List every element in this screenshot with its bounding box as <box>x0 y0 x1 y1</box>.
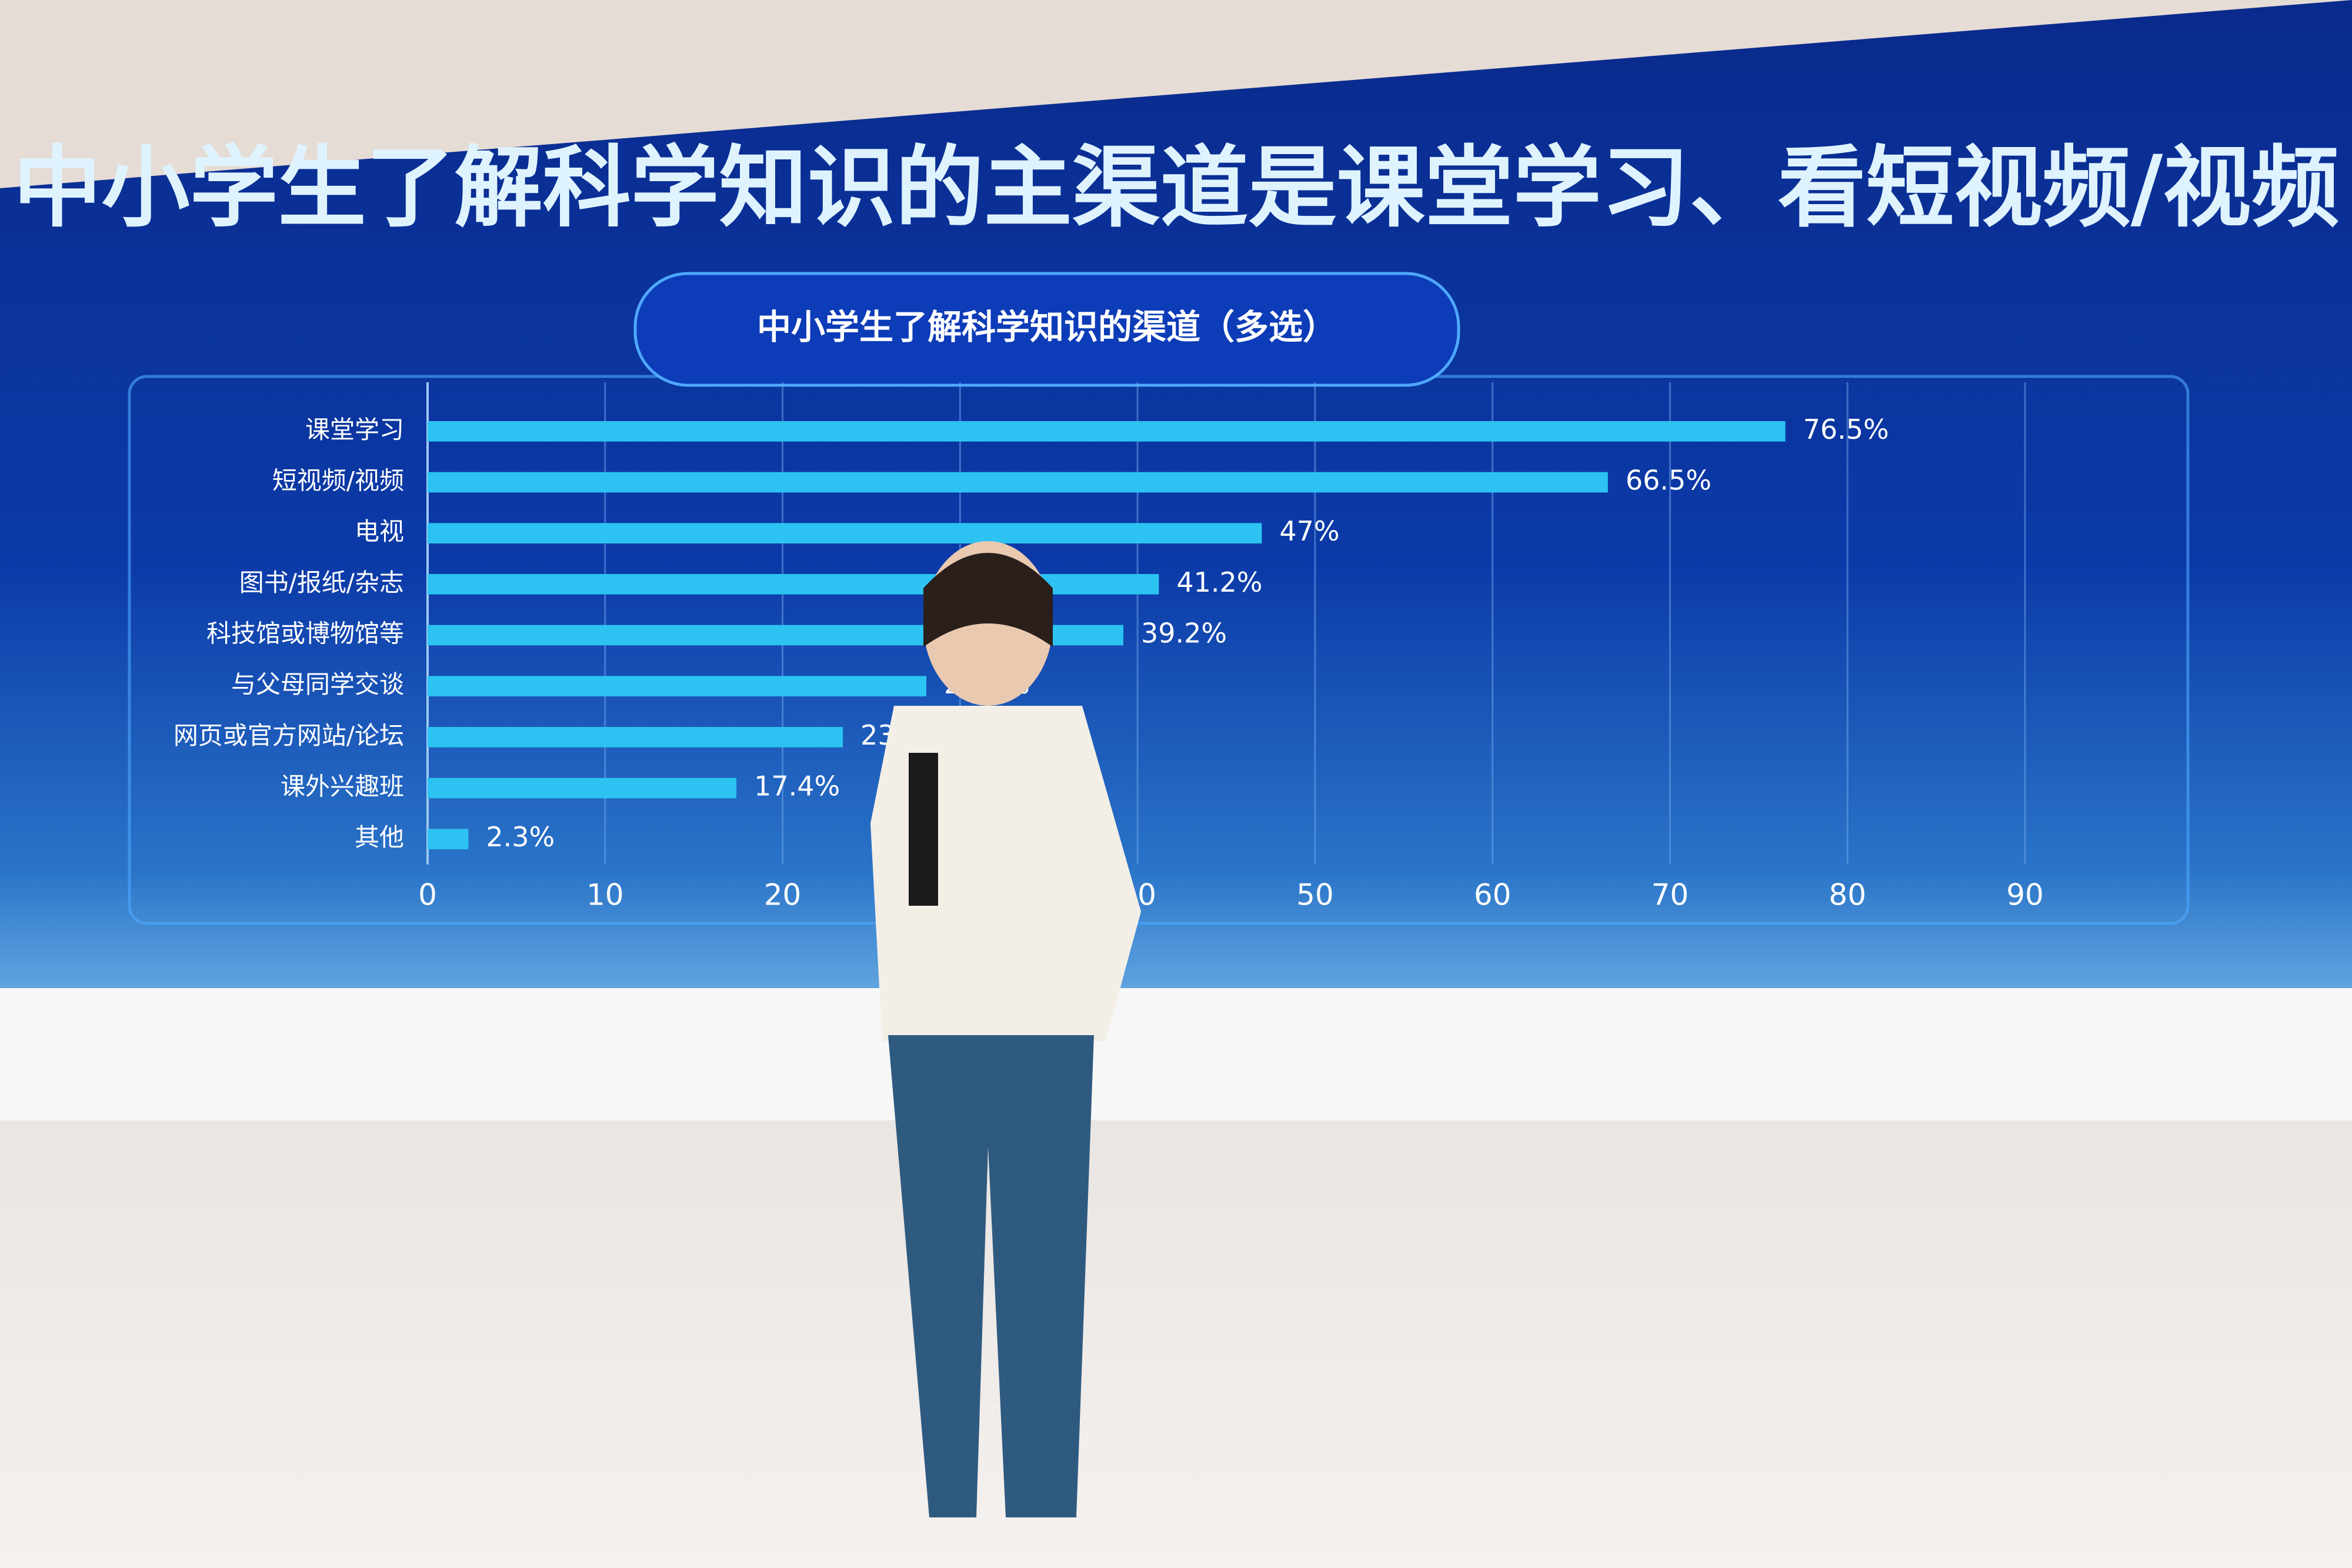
x-tick-label: 10 <box>586 878 624 912</box>
bar <box>428 727 843 748</box>
y-tick-label: 短视频/视频 <box>272 466 404 495</box>
x-tick-label: 80 <box>1829 878 1866 912</box>
stage-skirt <box>0 988 2352 1123</box>
bar <box>428 829 469 849</box>
subtitle-pill <box>633 272 1460 387</box>
x-tick-label: 70 <box>1652 878 1689 912</box>
value-label: 47% <box>1279 515 1339 547</box>
headline: 中小学生了解科学知识的主渠道是课堂学习、看短视频/视频 <box>14 137 2340 239</box>
value-label: 66.5% <box>1626 465 1712 496</box>
y-tick-label: 电视 <box>355 517 404 546</box>
x-tick-label: 20 <box>764 878 802 912</box>
value-label: 17.4% <box>754 770 840 802</box>
speaker <box>870 541 1141 1517</box>
x-tick-label: 90 <box>2006 878 2044 912</box>
x-tick-label: 50 <box>1296 878 1334 912</box>
y-tick-label: 网页或官方网站/论坛 <box>174 721 404 750</box>
value-label: 39.2% <box>1141 618 1227 649</box>
y-tick-label: 其他 <box>355 823 404 852</box>
bar <box>428 472 1608 493</box>
bar <box>428 523 1262 543</box>
bar <box>428 421 1786 442</box>
y-tick-label: 课堂学习 <box>305 415 404 444</box>
bar <box>428 778 737 799</box>
y-tick-label: 与父母同学交谈 <box>231 670 404 699</box>
floor <box>0 1120 2352 1568</box>
y-tick-label: 图书/报纸/杂志 <box>239 568 404 597</box>
value-label: 2.3% <box>486 821 555 853</box>
y-tick-label: 科技馆或博物馆等 <box>206 619 404 648</box>
x-tick-label: 60 <box>1474 878 1512 912</box>
x-tick-label: 0 <box>418 878 437 912</box>
bar <box>428 676 926 696</box>
y-tick-label: 课外兴趣班 <box>281 772 404 801</box>
value-label: 41.2% <box>1176 566 1262 598</box>
chart-subtitle: 中小学生了解科学知识的渠道（多选） <box>757 307 1337 347</box>
led-screen <box>0 0 2352 1023</box>
value-label: 76.5% <box>1803 413 1889 445</box>
